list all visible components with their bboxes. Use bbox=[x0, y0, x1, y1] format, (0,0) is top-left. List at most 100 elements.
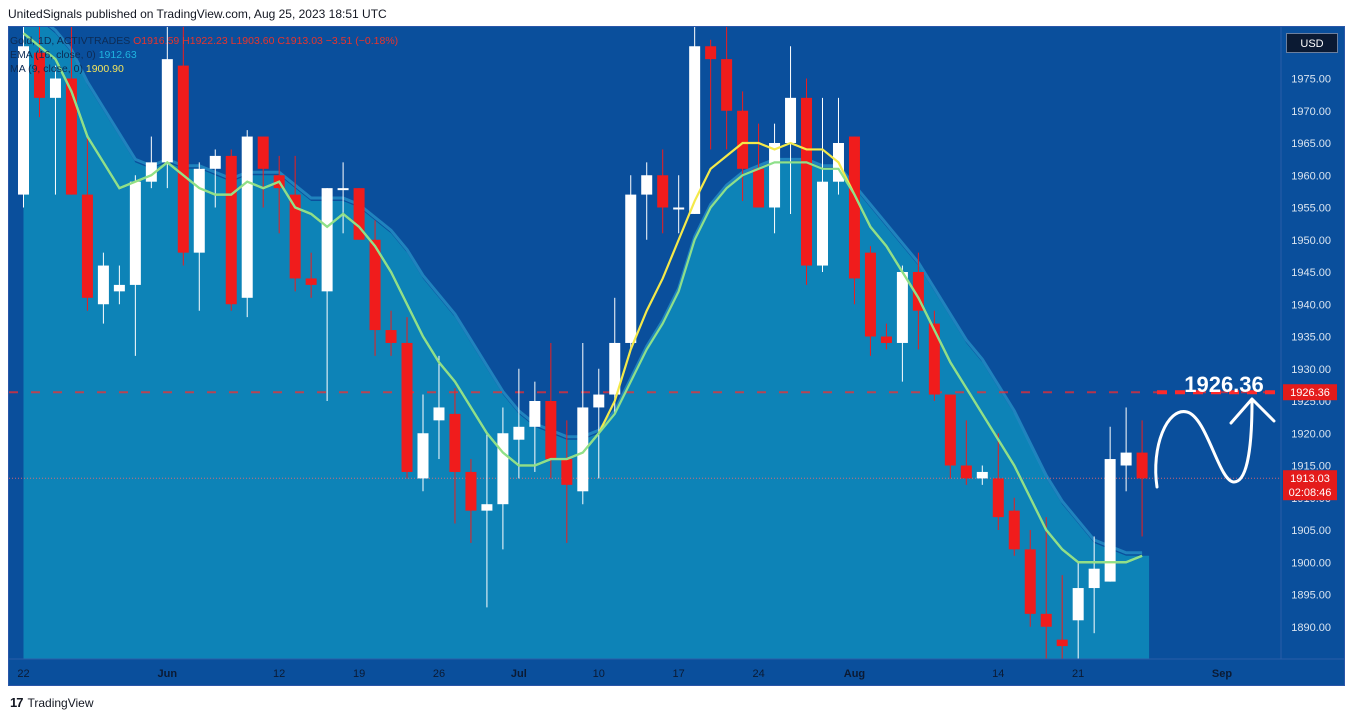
price-tick-label: 1905.00 bbox=[1291, 525, 1331, 537]
time-tick-label: Sep bbox=[1212, 668, 1232, 680]
time-tick-label: 24 bbox=[752, 668, 764, 680]
candle-body bbox=[1104, 459, 1116, 582]
legend-ma-label: MA (9, close, 0) bbox=[10, 63, 83, 75]
time-axis-bg bbox=[9, 659, 1344, 685]
candle-body bbox=[129, 181, 141, 285]
candle-body bbox=[257, 136, 269, 169]
current-price-tag[interactable] bbox=[1283, 470, 1337, 501]
price-chart[interactable]: 1926.361890.001895.001900.001905.001910.… bbox=[9, 27, 1345, 686]
candle-body bbox=[625, 194, 637, 343]
price-tick-label: 1930.00 bbox=[1291, 364, 1331, 376]
candle-body bbox=[880, 336, 892, 343]
candle-body bbox=[97, 265, 109, 305]
candle-body bbox=[289, 194, 301, 279]
time-tick-label: 21 bbox=[1072, 668, 1084, 680]
candle-body bbox=[641, 175, 653, 195]
publisher-header: UnitedSignals published on TradingView.c… bbox=[8, 7, 387, 21]
candle-body bbox=[848, 136, 860, 279]
price-tick-label: 1920.00 bbox=[1291, 428, 1331, 440]
candle-body bbox=[353, 188, 365, 240]
candle-body bbox=[305, 278, 317, 285]
time-tick-label: 22 bbox=[17, 668, 29, 680]
legend-symbol: Gold, 1D, ACTIVTRADES bbox=[10, 35, 131, 47]
candle-body bbox=[449, 413, 461, 472]
candle-body bbox=[417, 433, 429, 479]
time-tick-label: Jul bbox=[511, 668, 527, 680]
legend-ema-value: 1912.63 bbox=[98, 49, 137, 61]
candle-body bbox=[577, 407, 589, 492]
legend-ma-row[interactable]: MA (9, close, 0) 1900.90 bbox=[10, 62, 398, 76]
legend-ma-value: 1900.90 bbox=[85, 63, 124, 75]
candle-body bbox=[177, 65, 189, 253]
legend-ema-label: EMA (16, close, 0) bbox=[10, 49, 96, 61]
candle-body bbox=[912, 272, 924, 311]
candle-body bbox=[960, 465, 972, 479]
candle-body bbox=[817, 181, 828, 266]
candle-body bbox=[225, 155, 237, 305]
price-tick-label: 1945.00 bbox=[1291, 267, 1331, 279]
time-tick-label: Jun bbox=[158, 668, 178, 680]
legend-ohlc: O1916.59 H1922.23 L1903.60 C1913.03 −3.5… bbox=[133, 35, 399, 47]
candle-body bbox=[401, 342, 413, 472]
legend-ema-row[interactable]: EMA (16, close, 0) 1912.63 bbox=[10, 48, 398, 62]
price-tick-label: 1975.00 bbox=[1291, 74, 1331, 86]
candle-body bbox=[1040, 613, 1052, 627]
candle-body bbox=[705, 46, 717, 60]
candle-body bbox=[49, 78, 61, 98]
candle-body bbox=[1008, 510, 1020, 550]
candle-body bbox=[18, 46, 29, 195]
candle-body bbox=[241, 136, 253, 298]
price-tick-label: 1950.00 bbox=[1291, 235, 1331, 247]
price-tick-label: 1895.00 bbox=[1291, 590, 1331, 602]
candle-body bbox=[1136, 452, 1148, 479]
tradingview-logo-icon: 17 bbox=[10, 695, 24, 710]
time-tick-label: Aug bbox=[844, 668, 865, 680]
candle-body bbox=[497, 433, 509, 505]
footer: 17 TradingView bbox=[10, 695, 94, 710]
target-price-tag[interactable] bbox=[1283, 384, 1337, 401]
candle-body bbox=[1024, 549, 1036, 614]
candle-body bbox=[33, 52, 45, 98]
candle-body bbox=[513, 426, 525, 440]
candle-body bbox=[944, 394, 956, 466]
candle-body bbox=[385, 330, 397, 343]
current-price-tag-text: 1913.03 bbox=[1290, 473, 1330, 485]
candle-body bbox=[689, 46, 701, 214]
candle-body bbox=[113, 284, 125, 292]
candle-body bbox=[1120, 452, 1132, 466]
candle-body bbox=[864, 252, 876, 337]
candle-body bbox=[145, 162, 157, 182]
time-tick-label: 19 bbox=[353, 668, 365, 680]
candle-body bbox=[433, 407, 445, 421]
candle-body bbox=[369, 239, 381, 331]
candle-body bbox=[529, 401, 541, 427]
candle-body bbox=[657, 175, 669, 208]
candle-body bbox=[1056, 639, 1068, 647]
candle-body bbox=[209, 155, 221, 169]
candle-body bbox=[161, 59, 173, 163]
chart-frame[interactable]: 1926.361890.001895.001900.001905.001910.… bbox=[8, 26, 1345, 686]
footer-brand: TradingView bbox=[27, 695, 94, 710]
candle-body bbox=[673, 207, 685, 210]
arrow-up-icon bbox=[1229, 397, 1276, 425]
projection-path bbox=[1154, 400, 1254, 489]
candle-body bbox=[928, 323, 940, 395]
price-tick-label: 1965.00 bbox=[1291, 138, 1331, 150]
price-tick-label: 1890.00 bbox=[1291, 622, 1331, 634]
candle-body bbox=[193, 168, 205, 253]
candle-body bbox=[465, 471, 477, 511]
time-tick-label: 17 bbox=[673, 668, 685, 680]
candle-body bbox=[65, 78, 77, 195]
price-tick-label: 1900.00 bbox=[1291, 557, 1331, 569]
price-tick-label: 1915.00 bbox=[1291, 461, 1331, 473]
chart-legend: Gold, 1D, ACTIVTRADES O1916.59 H1922.23 … bbox=[10, 34, 398, 76]
candle-body bbox=[545, 401, 557, 460]
candle-body bbox=[609, 342, 621, 395]
target-annotation: 1926.36 bbox=[1184, 372, 1264, 397]
candle-body bbox=[321, 188, 333, 292]
candle-body bbox=[1072, 588, 1084, 621]
time-tick-label: 12 bbox=[273, 668, 285, 680]
ema-line bbox=[22, 32, 1143, 564]
legend-symbol-row: Gold, 1D, ACTIVTRADES O1916.59 H1922.23 … bbox=[10, 34, 398, 48]
currency-button[interactable]: USD bbox=[1286, 33, 1338, 53]
